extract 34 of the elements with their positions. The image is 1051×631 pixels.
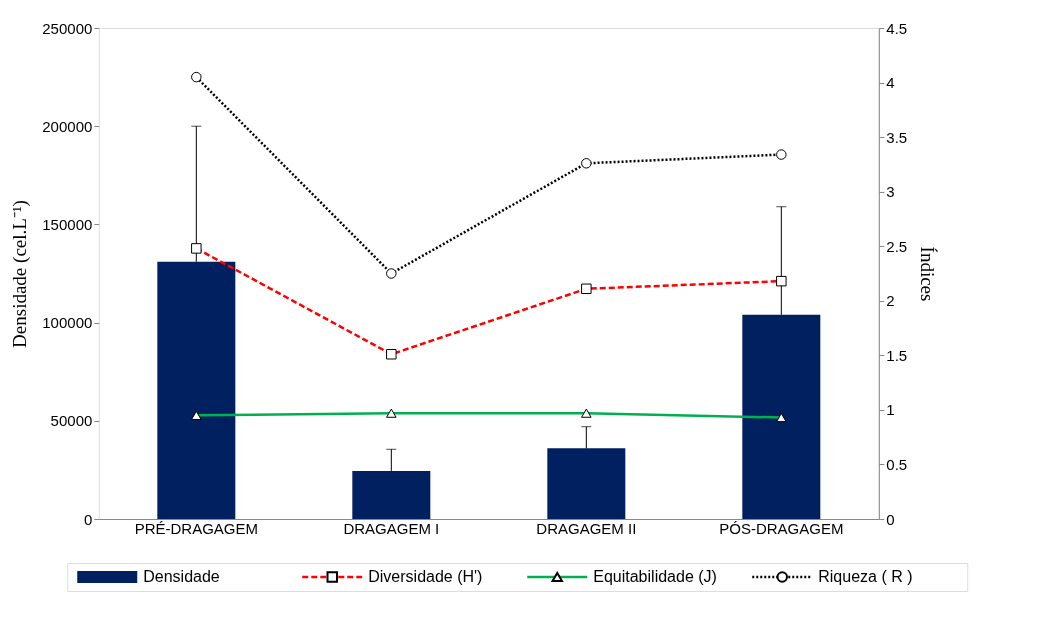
y-tick-label: 200000 [42, 117, 93, 135]
bar [547, 448, 626, 519]
y-tick-label: 250000 [42, 19, 93, 37]
legend-label: Densidade [143, 568, 220, 585]
y2-tick-label: 0.5 [886, 455, 908, 473]
x-tick-label: PÓS-DRAGAGEM [719, 519, 844, 537]
x-tick-label: DRAGAGEM II [536, 519, 637, 537]
y-tick-label: 0 [83, 510, 93, 528]
y2-axis-title: Índices [917, 246, 939, 302]
y2-tick-label: 1 [886, 401, 895, 419]
y-tick-label: 100000 [42, 314, 93, 332]
y2-tick-label: 1.5 [886, 346, 908, 364]
point [191, 71, 202, 83]
legend-label: Riqueza ( R ) [818, 568, 913, 585]
y2-tick-label: 3 [886, 183, 895, 201]
legend-label: Diversidade (H') [368, 568, 483, 585]
y2-tick-label: 0 [886, 510, 895, 528]
y2-tick-label: 2.5 [886, 237, 908, 255]
y-tick-label: 50000 [50, 412, 93, 430]
y-axis-title: Densidade (cel.L⁻¹) [9, 200, 32, 348]
y2-tick-label: 3.5 [886, 128, 908, 146]
bar [157, 261, 236, 519]
x-tick-label: PRÉ-DRAGAGEM [134, 519, 258, 537]
bar [742, 314, 821, 519]
y-tick-label: 150000 [42, 215, 93, 233]
point [386, 268, 397, 279]
y2-tick-label: 2 [886, 292, 895, 310]
point [776, 149, 787, 160]
legend-label: Equitabilidade (J) [593, 568, 717, 585]
x-tick-label: DRAGAGEM I [343, 519, 440, 537]
bar [352, 470, 431, 519]
point [581, 158, 592, 169]
y2-tick-label: 4 [886, 74, 895, 92]
y2-tick-label: 4.5 [886, 19, 908, 37]
